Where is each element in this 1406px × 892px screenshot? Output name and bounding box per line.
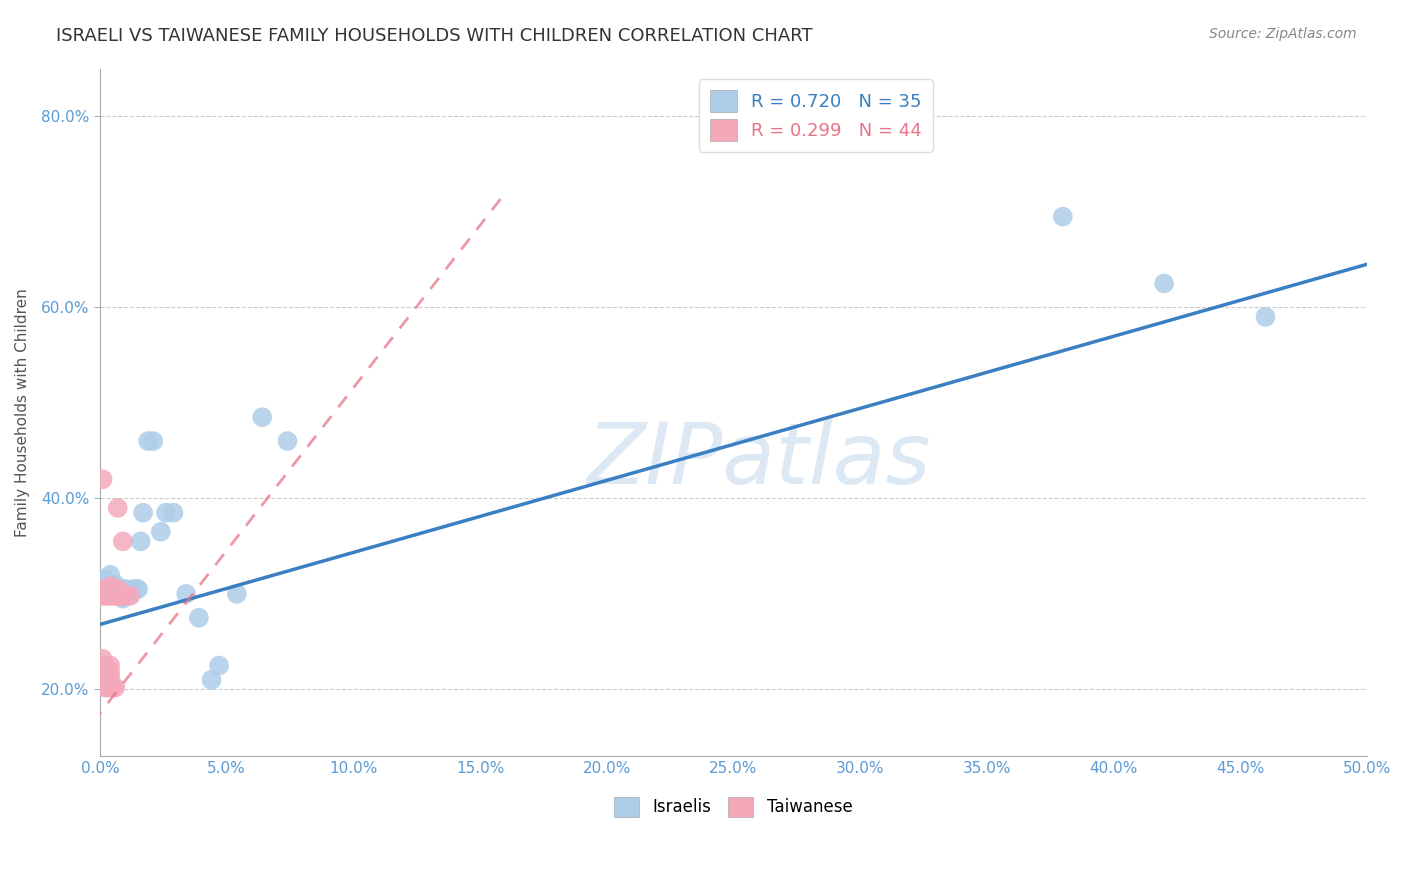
Point	[174, 587, 197, 601]
Point	[101, 582, 124, 596]
Point	[1254, 310, 1277, 324]
Point	[97, 681, 120, 695]
Point	[111, 591, 134, 606]
Point	[110, 589, 132, 603]
Point	[111, 534, 134, 549]
Text: Source: ZipAtlas.com: Source: ZipAtlas.com	[1209, 27, 1357, 41]
Point	[98, 658, 121, 673]
Point	[98, 582, 121, 596]
Point	[94, 589, 117, 603]
Point	[276, 434, 298, 448]
Point	[94, 573, 117, 587]
Point	[98, 675, 121, 690]
Point	[111, 582, 134, 596]
Point	[114, 582, 136, 596]
Point	[101, 681, 124, 695]
Point	[107, 587, 129, 601]
Point	[1052, 210, 1074, 224]
Point	[97, 671, 120, 685]
Point	[104, 577, 127, 591]
Point	[104, 582, 127, 596]
Point	[98, 582, 121, 596]
Point	[142, 434, 165, 448]
Point	[94, 582, 117, 596]
Point	[91, 665, 114, 680]
Point	[94, 665, 117, 680]
Point	[94, 675, 117, 690]
Point	[149, 524, 172, 539]
Point	[107, 582, 129, 596]
Point	[127, 582, 149, 596]
Point	[162, 506, 184, 520]
Legend: Israelis, Taiwanese: Israelis, Taiwanese	[607, 790, 859, 823]
Text: ZIPatlas: ZIPatlas	[586, 419, 931, 502]
Point	[91, 589, 114, 603]
Point	[94, 658, 117, 673]
Point	[120, 589, 142, 603]
Point	[111, 589, 134, 603]
Point	[104, 587, 127, 601]
Point	[98, 567, 121, 582]
Point	[97, 675, 120, 690]
Point	[98, 579, 121, 593]
Point	[101, 582, 124, 596]
Point	[104, 589, 127, 603]
Point	[98, 671, 121, 685]
Point	[117, 587, 139, 601]
Point	[98, 589, 121, 603]
Point	[114, 589, 136, 603]
Point	[94, 681, 117, 695]
Point	[97, 582, 120, 596]
Point	[91, 472, 114, 486]
Point	[132, 506, 155, 520]
Point	[107, 589, 129, 603]
Point	[91, 678, 114, 692]
Point	[250, 410, 273, 425]
Point	[136, 434, 159, 448]
Point	[104, 681, 127, 695]
Point	[107, 582, 129, 596]
Point	[101, 589, 124, 603]
Point	[91, 671, 114, 685]
Point	[97, 665, 120, 680]
Point	[187, 611, 209, 625]
Point	[124, 582, 146, 596]
Point	[120, 587, 142, 601]
Point	[91, 652, 114, 666]
Point	[91, 674, 114, 689]
Point	[200, 673, 222, 687]
Point	[97, 589, 120, 603]
Point	[114, 587, 136, 601]
Point	[122, 582, 145, 596]
Point	[98, 665, 121, 680]
Point	[91, 587, 114, 601]
Point	[107, 500, 129, 515]
Point	[98, 681, 121, 695]
Point	[208, 658, 231, 673]
Point	[1153, 277, 1175, 291]
Text: ISRAELI VS TAIWANESE FAMILY HOUSEHOLDS WITH CHILDREN CORRELATION CHART: ISRAELI VS TAIWANESE FAMILY HOUSEHOLDS W…	[56, 27, 813, 45]
Point	[155, 506, 177, 520]
Point	[110, 587, 132, 601]
Point	[91, 658, 114, 673]
Y-axis label: Family Households with Children: Family Households with Children	[15, 288, 30, 537]
Point	[129, 534, 152, 549]
Point	[94, 671, 117, 685]
Point	[225, 587, 247, 601]
